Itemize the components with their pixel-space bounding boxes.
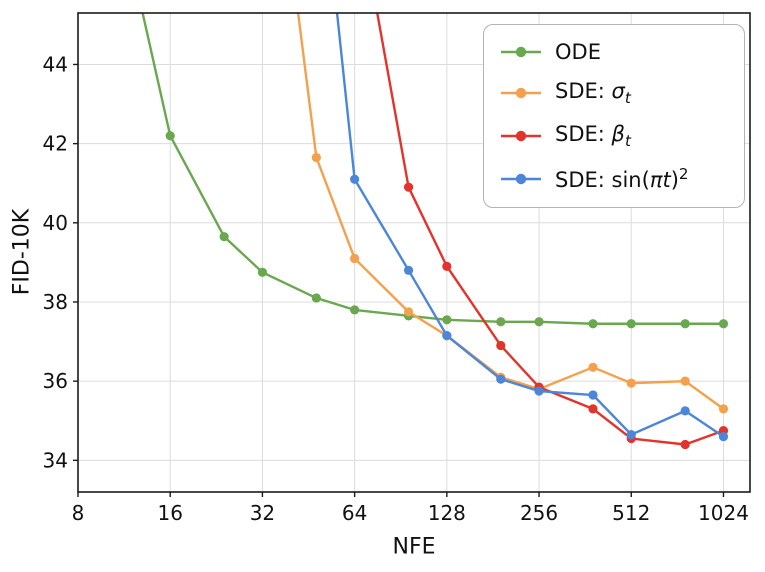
legend-label-ode: ODE <box>555 40 601 64</box>
data-point-sde-sigma <box>718 404 729 414</box>
data-point-sde-sin <box>534 386 544 396</box>
data-point-sde-sin <box>680 406 690 416</box>
data-point-sde-sin <box>403 265 414 275</box>
data-point-ode <box>311 293 321 303</box>
data-point-ode <box>442 315 452 325</box>
plot-frame <box>77 12 751 493</box>
x-tick-label: 256 <box>520 501 558 525</box>
x-tick-label: 1024 <box>698 501 749 525</box>
data-point-ode <box>534 317 544 327</box>
data-point-sde-beta <box>442 261 452 271</box>
data-point-sde-sin <box>350 174 360 184</box>
data-point-sde-beta <box>496 340 506 351</box>
data-point-ode <box>496 317 506 327</box>
data-point-sde-sigma <box>588 362 598 372</box>
data-point-ode <box>718 319 729 329</box>
legend-label-sde-sigma: SDE: σt <box>555 79 631 108</box>
x-axis-label: NFE <box>392 534 436 560</box>
legend-item-ode: ODE <box>500 40 722 64</box>
data-point-sde-beta <box>680 439 690 450</box>
data-point-sde-sigma <box>626 378 636 388</box>
data-point-sde-beta <box>403 182 414 192</box>
data-point-sde-sin <box>626 429 636 440</box>
legend-label-sde-beta: SDE: βt <box>555 122 631 151</box>
data-point-sde-beta <box>588 404 598 414</box>
x-tick-label: 128 <box>428 501 466 525</box>
legend-marker-sde-beta <box>501 131 541 142</box>
data-point-ode <box>257 267 268 277</box>
data-point-sde-sin <box>442 331 452 341</box>
y-tick-label: 42 <box>43 132 68 156</box>
legend-item-sde-sin: SDE: sin(πt)2 <box>500 165 722 192</box>
legend-label-sde-sin: SDE: sin(πt)2 <box>555 165 689 193</box>
series-line-ode <box>141 13 725 325</box>
data-point-ode <box>680 319 690 329</box>
x-tick-label: 64 <box>342 501 367 525</box>
data-point-ode <box>219 232 229 242</box>
legend-marker-sde-sin <box>501 173 541 185</box>
legend-marker-ode <box>501 46 541 58</box>
legend-item-sde-beta: SDE: βt <box>500 122 722 150</box>
legend: ODE SDE: σt SDE: βt SDE: sin(πt)2 <box>483 24 745 209</box>
y-tick-label: 36 <box>43 369 68 393</box>
data-point-sde-sigma <box>680 376 690 386</box>
x-tick-label: 16 <box>157 501 182 525</box>
series-group <box>141 13 729 450</box>
data-point-sde-sigma <box>403 307 414 317</box>
data-point-sde-sin <box>588 390 598 400</box>
data-point-ode <box>350 305 360 315</box>
x-tick-label: 512 <box>612 501 650 525</box>
data-point-sde-sigma <box>311 152 321 163</box>
data-point-ode <box>588 319 598 329</box>
data-point-sde-sin <box>718 431 729 442</box>
y-tick-label: 44 <box>43 52 68 76</box>
data-point-sde-sigma <box>350 253 360 264</box>
x-tick-label: 32 <box>250 501 275 525</box>
legend-marker-sde-sigma <box>501 87 541 99</box>
y-axis-label: FID-10K <box>9 208 35 296</box>
y-tick-label: 38 <box>43 290 68 314</box>
y-tick-label: 40 <box>43 211 68 235</box>
legend-item-sde-sigma: SDE: σt <box>500 79 722 107</box>
data-point-ode <box>165 131 175 141</box>
series-line-sde-sin <box>335 13 725 438</box>
data-point-ode <box>626 319 636 329</box>
x-tick-label: 8 <box>72 501 85 525</box>
y-tick-label: 34 <box>43 448 68 472</box>
data-point-sde-sin <box>496 374 506 384</box>
